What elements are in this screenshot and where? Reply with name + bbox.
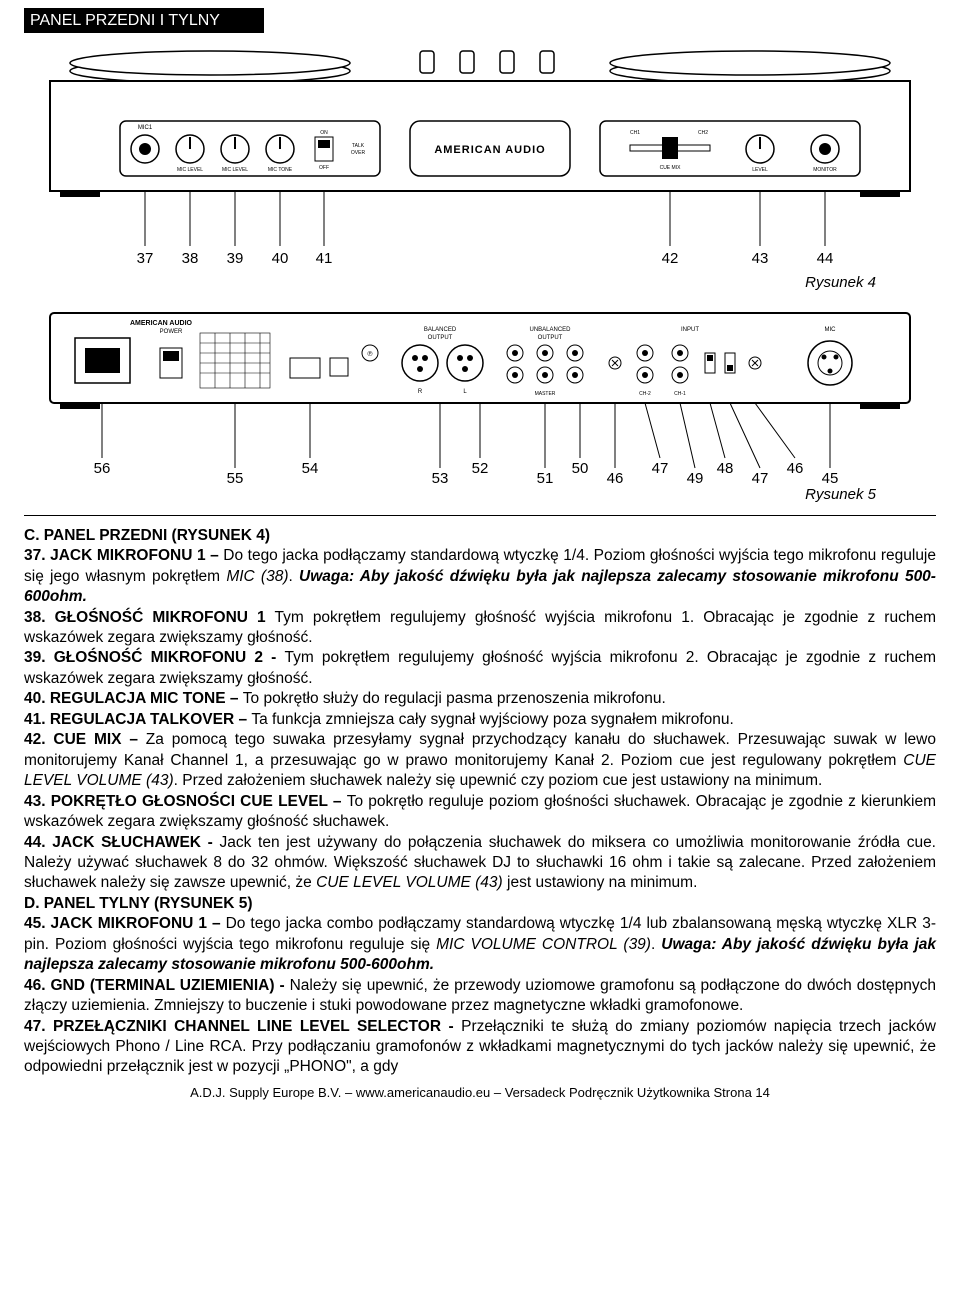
lead-45: 45. JACK MIKROFONU 1 – — [24, 915, 226, 932]
svg-text:56: 56 — [94, 460, 111, 477]
svg-text:MIC LEVEL: MIC LEVEL — [177, 167, 203, 173]
svg-text:OUTPUT: OUTPUT — [428, 335, 453, 341]
svg-text:48: 48 — [717, 460, 734, 477]
lead-46: 46. GND (TERMINAL UZIEMIENIA) - — [24, 977, 290, 994]
lead-40: 40. REGULACJA MIC TONE – — [24, 690, 243, 707]
svg-text:51: 51 — [537, 470, 554, 483]
svg-text:R: R — [418, 389, 423, 395]
text-41: Ta funkcja zmniejsza cały sygnał wyjścio… — [251, 711, 733, 728]
svg-text:52: 52 — [472, 460, 489, 477]
rear-panel-diagram: POWER AMERICAN AUDIO ℗ BALANCED OUTPUT R… — [24, 303, 936, 483]
svg-text:UNBALANCED: UNBALANCED — [529, 327, 571, 333]
lead-43: 43. POKRĘTŁO GŁOSNOŚCI CUE LEVEL – — [24, 793, 347, 810]
ref-44: CUE LEVEL VOLUME (43) — [316, 874, 503, 891]
item-38: 38. GŁOŚNOŚĆ MIKROFONU 1 Tym pokrętłem r… — [24, 608, 936, 649]
svg-text:LEVEL: LEVEL — [752, 167, 768, 173]
label-mic1: MIC1 — [138, 125, 153, 131]
svg-text:54: 54 — [302, 460, 319, 477]
item-39: 39. GŁOŚNOŚĆ MIKROFONU 2 - Tym pokrętłem… — [24, 648, 936, 689]
item-41: 41. REGULACJA TALKOVER – Ta funkcja zmni… — [24, 710, 936, 730]
lead-47: 47. PRZEŁĄCZNIKI CHANNEL LINE LEVEL SELE… — [24, 1018, 461, 1035]
text-42a: Za pomocą tego suwaka przesyłamy sygnał … — [24, 731, 936, 768]
front-panel-diagram: MIC1 MIC LEVEL MIC LEVEL MIC TONE ON OFF… — [24, 41, 936, 271]
svg-text:46: 46 — [787, 460, 804, 477]
svg-text:POWER: POWER — [160, 329, 183, 335]
svg-text:ON: ON — [320, 130, 328, 136]
svg-text:41: 41 — [316, 250, 333, 267]
rear-panel-svg: POWER AMERICAN AUDIO ℗ BALANCED OUTPUT R… — [40, 303, 920, 483]
item-45: 45. JACK MIKROFONU 1 – Do tego jacka com… — [24, 914, 936, 975]
item-43: 43. POKRĘTŁO GŁOSNOŚCI CUE LEVEL – To po… — [24, 792, 936, 833]
header-text: PANEL PRZEDNI I TYLNY — [30, 12, 220, 29]
lead-39: 39. GŁOŚNOŚĆ MIKROFONU 2 - — [24, 649, 284, 666]
item-37: 37. JACK MIKROFONU 1 – Do tego jacka pod… — [24, 546, 936, 607]
svg-text:47: 47 — [652, 460, 669, 477]
svg-text:TALK: TALK — [352, 143, 365, 149]
svg-text:AMERICAN AUDIO: AMERICAN AUDIO — [130, 320, 193, 327]
svg-text:OVER: OVER — [351, 150, 366, 156]
svg-text:50: 50 — [572, 460, 589, 477]
svg-text:MASTER: MASTER — [535, 391, 556, 397]
svg-text:BALANCED: BALANCED — [424, 327, 457, 333]
mic-ref-37: MIC (38) — [226, 568, 288, 585]
svg-text:CH2: CH2 — [698, 130, 708, 136]
svg-text:37: 37 — [137, 250, 154, 267]
fig4-caption: Rysunek 4 — [24, 273, 936, 293]
svg-text:MIC LEVEL: MIC LEVEL — [222, 167, 248, 173]
svg-text:55: 55 — [227, 470, 244, 483]
svg-text:℗: ℗ — [367, 351, 373, 358]
svg-text:OFF: OFF — [319, 165, 329, 171]
lead-44: 44. JACK SŁUCHAWEK - — [24, 834, 219, 851]
item-40: 40. REGULACJA MIC TONE – To pokrętło słu… — [24, 689, 936, 709]
svg-text:CH1: CH1 — [630, 130, 640, 136]
rear-callout-numbers: 56 55 54 53 52 51 50 46 47 49 48 47 46 4… — [94, 460, 839, 483]
svg-text:CUE MIX: CUE MIX — [660, 165, 682, 171]
item-42: 42. CUE MIX – Za pomocą tego suwaka prze… — [24, 730, 936, 791]
svg-text:53: 53 — [432, 470, 449, 483]
svg-text:49: 49 — [687, 470, 704, 483]
svg-text:MONITOR: MONITOR — [813, 167, 837, 173]
svg-text:42: 42 — [662, 250, 679, 267]
svg-text:INPUT: INPUT — [681, 327, 699, 333]
divider — [24, 515, 936, 516]
lead-41: 41. REGULACJA TALKOVER – — [24, 711, 251, 728]
lead-42: 42. CUE MIX – — [24, 731, 146, 748]
svg-text:38: 38 — [182, 250, 199, 267]
svg-text:CH-2: CH-2 — [639, 391, 651, 397]
front-panel-svg: MIC1 MIC LEVEL MIC LEVEL MIC TONE ON OFF… — [40, 41, 920, 271]
svg-text:MIC: MIC — [825, 327, 837, 333]
front-knobs-left: MIC LEVEL MIC LEVEL MIC TONE — [176, 135, 294, 173]
page-header: PANEL PRZEDNI I TYLNY — [24, 8, 264, 33]
text-45b: . — [651, 936, 661, 953]
lead-38: 38. GŁOŚNOŚĆ MIKROFONU 1 — [24, 609, 266, 626]
svg-text:45: 45 — [822, 470, 839, 483]
svg-text:MIC TONE: MIC TONE — [268, 167, 293, 173]
section-d-heading: D. PANEL TYLNY (RYSUNEK 5) — [24, 894, 936, 914]
fig5-caption: Rysunek 5 — [24, 485, 936, 505]
svg-text:47: 47 — [752, 470, 769, 483]
front-callout-numbers: 37 38 39 40 41 42 43 44 — [137, 250, 834, 267]
text-40: To pokrętło służy do regulacji pasma prz… — [243, 690, 666, 707]
body-content: C. PANEL PRZEDNI (RYSUNEK 4) 37. JACK MI… — [24, 526, 936, 1078]
svg-text:39: 39 — [227, 250, 244, 267]
text-37b: . — [289, 568, 300, 585]
ref-45: MIC VOLUME CONTROL (39) — [436, 936, 651, 953]
svg-text:40: 40 — [272, 250, 289, 267]
svg-text:43: 43 — [752, 250, 769, 267]
item-47: 47. PRZEŁĄCZNIKI CHANNEL LINE LEVEL SELE… — [24, 1017, 936, 1078]
svg-text:AMERICAN AUDIO: AMERICAN AUDIO — [434, 144, 545, 156]
svg-text:CH-1: CH-1 — [674, 391, 686, 397]
item-46: 46. GND (TERMINAL UZIEMIENIA) - Należy s… — [24, 976, 936, 1017]
lead-37: 37. JACK MIKROFONU 1 – — [24, 547, 223, 564]
item-44: 44. JACK SŁUCHAWEK - Jack ten jest używa… — [24, 833, 936, 894]
text-42b: . Przed założeniem słuchawek należy się … — [174, 772, 823, 789]
page-footer: A.D.J. Supply Europe B.V. – www.american… — [24, 1084, 936, 1101]
section-c-heading: C. PANEL PRZEDNI (RYSUNEK 4) — [24, 526, 936, 546]
svg-text:OUTPUT: OUTPUT — [538, 335, 563, 341]
text-44b: jest ustawiony na minimum. — [503, 874, 698, 891]
svg-text:44: 44 — [817, 250, 834, 267]
svg-text:46: 46 — [607, 470, 624, 483]
